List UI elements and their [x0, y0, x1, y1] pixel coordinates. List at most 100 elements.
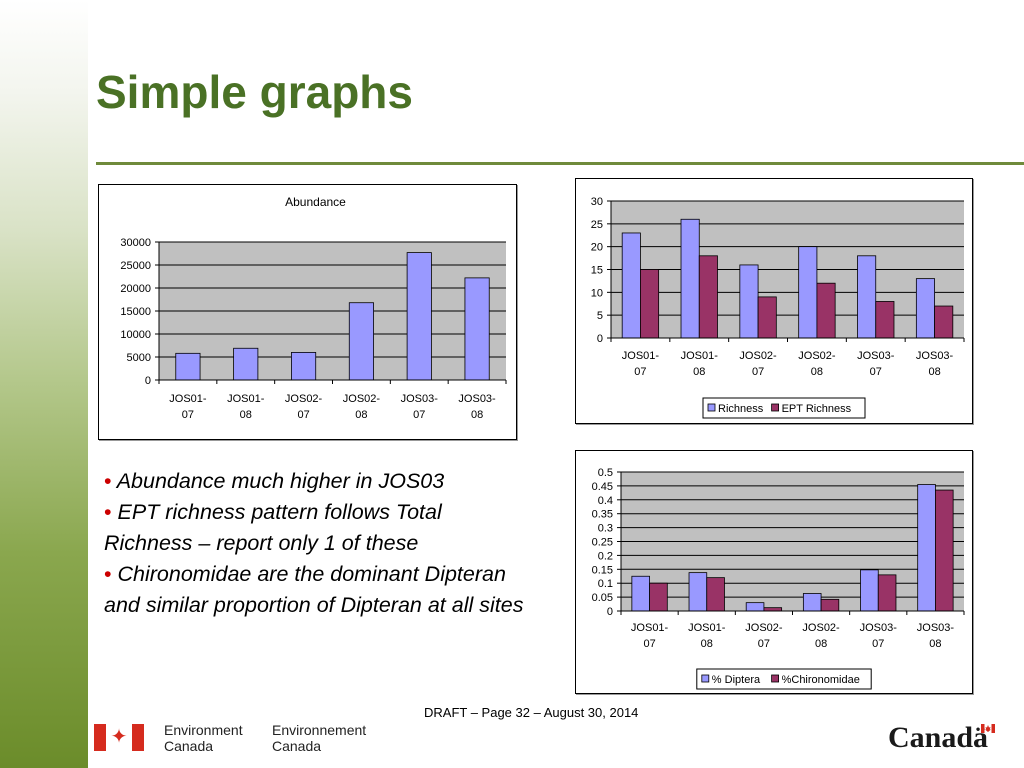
logo-french: Environnement Canada	[272, 722, 392, 754]
x-tick-label: JOS01-	[169, 393, 207, 405]
bar	[802, 593, 822, 612]
chart-title: Abundance	[285, 195, 346, 209]
bar	[935, 489, 954, 612]
bar	[175, 352, 201, 381]
x-tick-label: JOS02-	[802, 622, 840, 634]
bar	[233, 347, 259, 381]
bar	[820, 598, 840, 612]
bullet-list: • Abundance much higher in JOS03 • EPT r…	[104, 466, 524, 621]
decorative-sidebar	[0, 0, 88, 768]
bar	[763, 607, 783, 612]
x-tick-label: JOS02-	[285, 393, 323, 405]
x-tick-label: JOS03-	[860, 622, 898, 634]
y-tick-label: 25	[591, 219, 603, 231]
x-tick-label: 07	[872, 638, 884, 650]
x-tick-label: JOS03-	[917, 622, 955, 634]
y-tick-label: 0.45	[592, 481, 613, 493]
bullet-text: Abundance much higher in JOS03	[116, 469, 445, 493]
bar	[757, 296, 777, 339]
y-tick-label: 0	[607, 606, 613, 618]
legend-swatch	[707, 403, 716, 412]
x-tick-label: JOS02-	[739, 350, 777, 362]
x-tick-label: 07	[752, 366, 764, 378]
x-tick-label: 07	[182, 409, 194, 421]
legend-label: % Diptera	[712, 674, 761, 686]
x-tick-label: 08	[471, 409, 483, 421]
y-tick-label: 30000	[120, 237, 151, 249]
bar	[860, 569, 879, 612]
y-tick-label: 0	[597, 333, 603, 345]
x-tick-label: JOS01-	[631, 622, 669, 634]
diptera-chart: 0 0.05 0.1 0.15 0.2 0.25 0.3 0.35 0.4 0.45 0.5 JOS0…	[575, 450, 973, 694]
bar	[348, 302, 374, 381]
x-tick-label: JOS03-	[916, 350, 954, 362]
bullet-item: • Abundance much higher in JOS03	[104, 466, 524, 497]
x-tick-label: 08	[701, 638, 713, 650]
chart-svg: 0 0.05 0.1 0.15 0.20.25 0.3 0.35 0.4 0.45 0.5 JOS0…	[592, 467, 965, 690]
bar	[857, 255, 877, 339]
x-tick-label: 07	[643, 638, 655, 650]
y-tick-label: 30	[591, 196, 603, 208]
logo-fr-line1: Environnement	[272, 722, 367, 738]
bullet-marker: •	[104, 500, 112, 524]
legend-box	[696, 668, 872, 690]
y-tick-label: 5000	[127, 352, 151, 364]
bullet-text: Chironomidae are the dominant Dipteran a…	[104, 562, 524, 617]
y-tick-label: 0.35	[592, 509, 613, 521]
bullet-text: EPT richness pattern follows Total Richn…	[104, 500, 442, 555]
bar	[915, 278, 935, 339]
y-tick-label: 0.5	[598, 467, 613, 479]
x-tick-label: JOS01-	[688, 622, 726, 634]
bullet-item: • EPT richness pattern follows Total Ric…	[104, 497, 524, 559]
x-tick-label: 07	[870, 366, 882, 378]
wordmark-flag-icon	[981, 724, 995, 733]
chart-svg: Abundance 0 5000 10000 15000 20000 25000 30000 J…	[120, 195, 507, 421]
canada-flag-icon: ✦	[94, 724, 144, 751]
bar	[706, 577, 725, 612]
y-tick-label: 0	[145, 375, 151, 387]
y-tick-label: 10	[591, 287, 603, 299]
richness-chart: 0 5 10 15 20 25 30 JOS01- 07 JOS01- 08 JOS02- 07 JOS0…	[575, 178, 973, 424]
x-tick-label: 07	[758, 638, 770, 650]
y-tick-label: 0.2	[598, 550, 613, 562]
x-tick-label: 08	[928, 366, 940, 378]
legend-swatch	[701, 674, 710, 683]
bar	[649, 582, 668, 612]
bar	[464, 277, 490, 381]
bar	[739, 264, 759, 339]
logo-en-line1: Environment	[164, 722, 243, 738]
x-tick-label: JOS01-	[227, 393, 265, 405]
bar	[877, 574, 897, 612]
x-tick-label: JOS01-	[622, 350, 660, 362]
bar	[680, 218, 700, 339]
y-tick-label: 10000	[120, 329, 151, 341]
x-tick-label: 08	[929, 638, 941, 650]
bar	[688, 572, 708, 612]
bar	[631, 575, 650, 612]
y-tick-label: 0.1	[598, 578, 613, 590]
legend-label: %Chironomidae	[782, 674, 860, 686]
legend-swatch	[771, 674, 780, 683]
y-tick-label: 0.25	[592, 537, 613, 549]
bullet-item: • Chironomidae are the dominant Dipteran…	[104, 559, 524, 621]
legend-swatch	[771, 403, 780, 412]
bar	[291, 351, 317, 381]
x-tick-label: JOS02-	[745, 622, 783, 634]
bar	[917, 484, 936, 612]
bar	[934, 305, 954, 339]
wordmark-text: Canadä	[888, 721, 989, 754]
bar	[621, 232, 641, 339]
bullet-marker: •	[104, 469, 112, 493]
x-tick-label: JOS03-	[857, 350, 895, 362]
logo-fr-line2: Canada	[272, 738, 322, 754]
page-title: Simple graphs	[96, 66, 413, 118]
y-tick-label: 0.15	[592, 564, 613, 576]
x-tick-label: JOS03-	[401, 393, 439, 405]
legend-label: Richness	[718, 403, 764, 415]
title-divider	[96, 162, 1024, 165]
bar	[745, 602, 765, 612]
x-tick-label: 08	[811, 366, 823, 378]
x-tick-label: JOS01-	[681, 350, 719, 362]
bar	[816, 282, 836, 339]
x-tick-label: 07	[634, 366, 646, 378]
